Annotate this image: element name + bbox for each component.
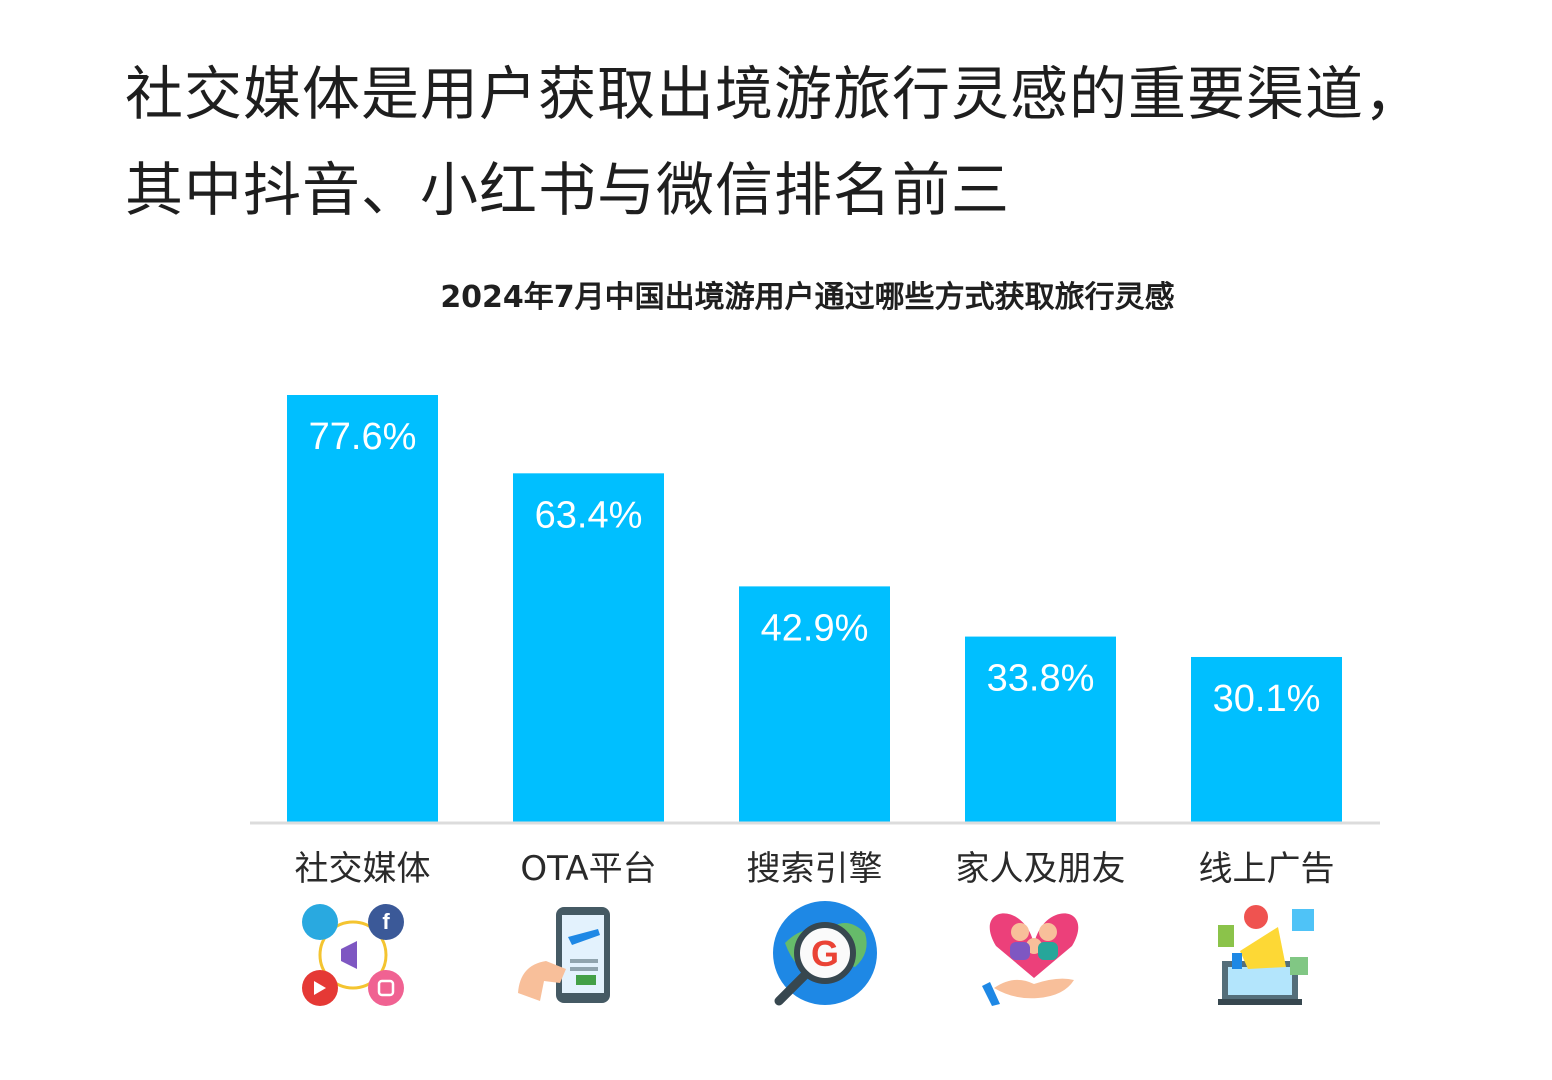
bar-0 bbox=[287, 395, 438, 823]
social-media-icon: f bbox=[302, 904, 404, 1006]
bar-value-label-4: 30.1% bbox=[1213, 678, 1321, 720]
headline: 社交媒体是用户获取出境游旅行灵感的重要渠道， 其中抖音、小红书与微信排名前三 bbox=[125, 46, 1455, 238]
category-label-0: 社交媒体 bbox=[295, 849, 431, 889]
bar-4 bbox=[1191, 656, 1342, 823]
category-label-2: 搜索引擎 bbox=[747, 849, 883, 889]
svg-text:G: G bbox=[811, 933, 839, 974]
bar-3 bbox=[965, 636, 1116, 823]
svg-text:f: f bbox=[382, 909, 390, 934]
category-label-4: 线上广告 bbox=[1199, 849, 1335, 889]
bar-1 bbox=[513, 473, 664, 823]
family-heart-icon bbox=[982, 913, 1079, 1006]
headline-line-2: 其中抖音、小红书与微信排名前三 bbox=[125, 156, 1011, 224]
chart-title: 2024年7月中国出境游用户通过哪些方式获取旅行灵感 bbox=[440, 280, 1175, 315]
headline-line-1: 社交媒体是用户获取出境游旅行灵感的重要渠道， bbox=[125, 60, 1424, 128]
bars-group: 77.6% 63.4% 42.9% 33.8% 30.1% bbox=[287, 395, 1342, 823]
search-engine-icon: G bbox=[773, 901, 877, 1006]
bar-value-label-0: 77.6% bbox=[309, 416, 417, 458]
bar-2 bbox=[739, 586, 890, 823]
category-label-3: 家人及朋友 bbox=[956, 849, 1126, 889]
phone-booking-icon bbox=[518, 907, 610, 1003]
category-label-1: OTA平台 bbox=[520, 849, 656, 889]
category-labels-group: 社交媒体 OTA平台 搜索引擎 家人及朋友 线上广告 bbox=[295, 849, 1335, 889]
bar-value-label-3: 33.8% bbox=[987, 658, 1095, 700]
bar-value-label-2: 42.9% bbox=[761, 607, 869, 649]
online-ad-icon bbox=[1218, 905, 1314, 1005]
bar-value-label-1: 63.4% bbox=[535, 494, 643, 536]
